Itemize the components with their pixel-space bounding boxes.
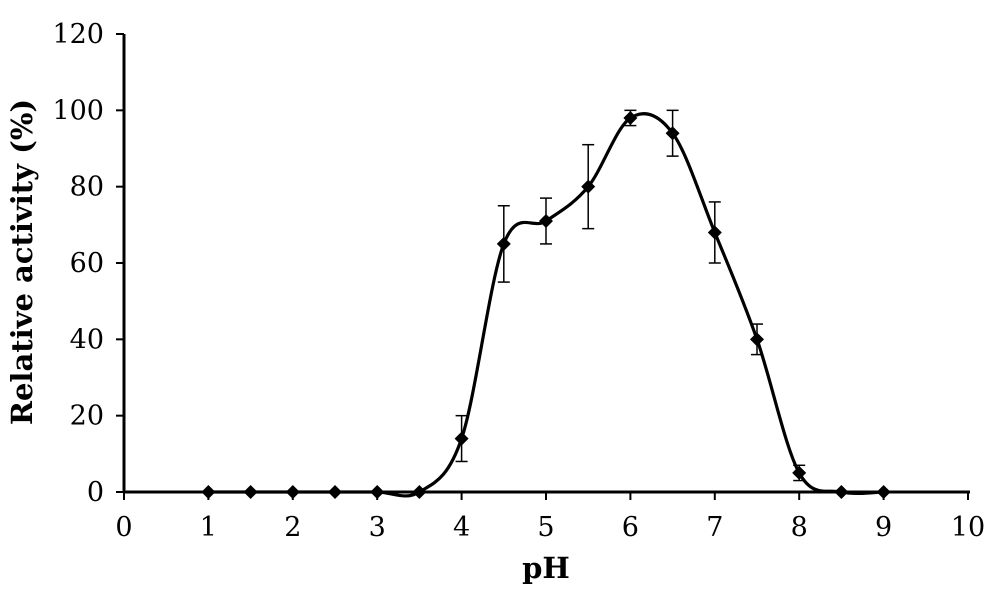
data-point	[201, 485, 216, 499]
x-tick-label: 10	[951, 512, 985, 543]
data-point	[581, 179, 596, 194]
x-tick-label: 7	[706, 512, 723, 543]
y-tick-label: 0	[87, 477, 104, 508]
x-axis-label: pH	[522, 551, 570, 585]
y-tick-label: 80	[70, 172, 104, 203]
data-point	[370, 485, 385, 499]
x-tick-label: 3	[369, 512, 386, 543]
x-tick-label: 5	[537, 512, 554, 543]
y-tick-label: 120	[52, 19, 104, 50]
data-point	[539, 214, 553, 229]
series-line	[208, 112, 884, 498]
y-tick-label: 20	[70, 401, 104, 432]
y-axis-label: Relative activity (%)	[5, 99, 39, 425]
data-point	[792, 465, 807, 480]
data-point	[876, 485, 891, 499]
data-point	[834, 485, 849, 499]
data-point	[665, 126, 680, 141]
data-point	[707, 225, 722, 240]
x-tick-label: 0	[115, 512, 132, 543]
data-point	[454, 431, 469, 446]
x-tick-label: 6	[622, 512, 639, 543]
data-point	[243, 485, 258, 499]
y-tick-label: 60	[70, 248, 104, 279]
data-point	[412, 485, 427, 499]
x-tick-label: 9	[875, 512, 892, 543]
data-point	[496, 236, 511, 251]
data-point	[750, 332, 764, 347]
x-tick-label: 4	[453, 512, 470, 543]
x-tick-label: 2	[284, 512, 301, 543]
y-tick-label: 40	[70, 324, 104, 355]
data-point	[623, 110, 638, 125]
data-point	[328, 485, 342, 499]
data-point	[285, 485, 300, 499]
y-tick-label: 100	[52, 95, 104, 126]
x-tick-label: 8	[791, 512, 808, 543]
x-tick-label: 1	[200, 512, 217, 543]
